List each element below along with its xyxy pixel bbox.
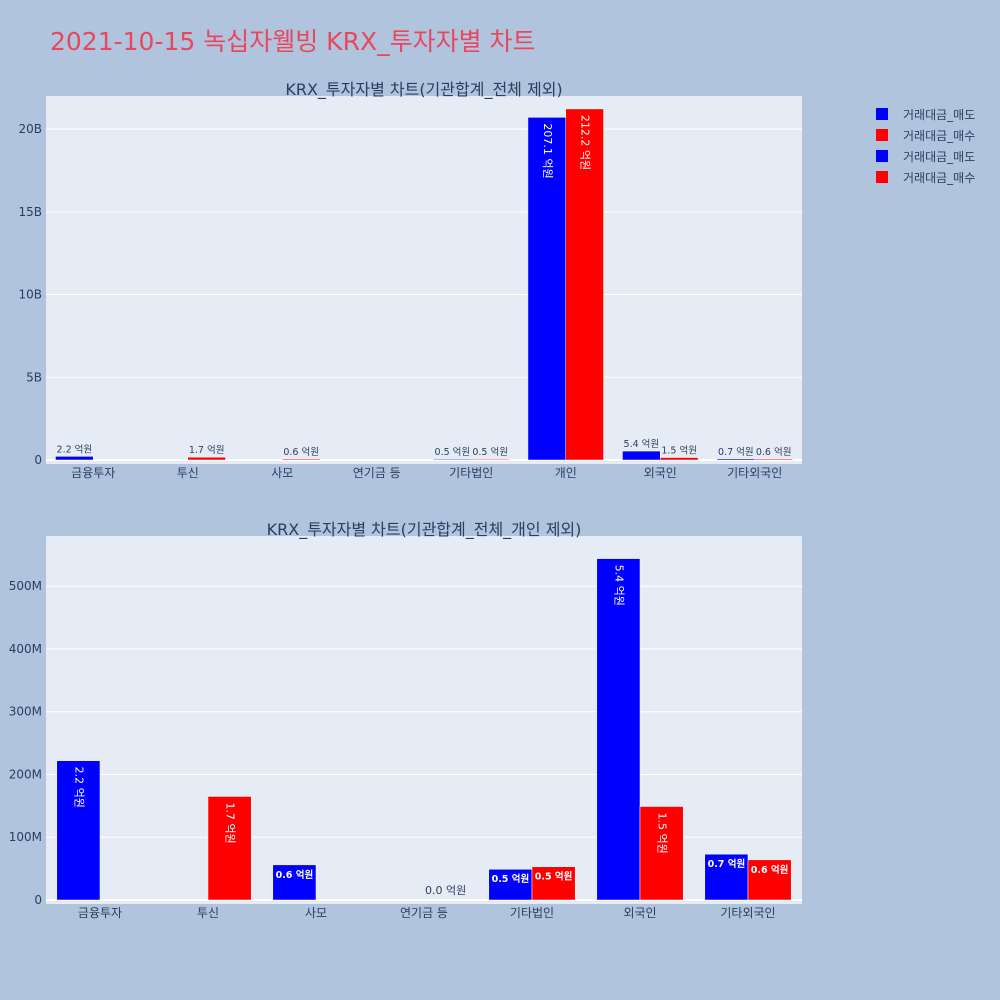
- y-tick-label: 100M: [9, 830, 42, 844]
- x-tick-label: 연기금 등: [400, 906, 448, 920]
- legend-item[interactable]: 거래대금_매도: [876, 108, 975, 122]
- plot-area: [46, 96, 802, 464]
- page-title: 2021-10-15 녹십자웰빙 KRX_투자자별 차트: [50, 27, 536, 56]
- y-tick-label: 300M: [9, 705, 42, 719]
- bar[interactable]: [207, 796, 252, 901]
- y-tick-label: 500M: [9, 579, 42, 593]
- legend-label: 거래대금_매수: [903, 129, 975, 143]
- data-label: 1.5 억원: [656, 812, 669, 853]
- data-label: 0.6 억원: [283, 446, 319, 458]
- bar[interactable]: [488, 868, 533, 901]
- bar[interactable]: [754, 458, 793, 461]
- chart-title: KRX_투자자별 차트(기관합계_전체_개인 제외): [267, 520, 582, 540]
- x-tick-label: 사모: [271, 466, 293, 480]
- data-label: 207.1 억원: [541, 123, 554, 178]
- y-tick-label: 200M: [9, 767, 42, 781]
- data-label: 0.5 억원: [435, 446, 471, 458]
- bar[interactable]: [471, 458, 510, 461]
- data-label: 0.7 억원: [708, 858, 746, 870]
- bar[interactable]: [716, 458, 756, 461]
- legend-label: 거래대금_매수: [903, 171, 975, 185]
- legend-item[interactable]: 거래대금_매수: [876, 129, 975, 143]
- x-tick-label: 금융투자: [71, 466, 115, 480]
- data-label: 0.5 억원: [535, 871, 573, 883]
- x-tick-label: 투신: [177, 466, 199, 480]
- data-label: 1.7 억원: [189, 444, 225, 456]
- chart-2: 0 100M 200M 300M 400M 500M KRX_투자자별 차트(기관합계_전체…: [9, 520, 802, 920]
- x-tick-label: 기타법인: [510, 906, 554, 920]
- y-tick-label: 10B: [18, 288, 42, 302]
- bar[interactable]: [531, 866, 576, 901]
- data-label: 0.7 억원: [718, 446, 754, 458]
- legend-item[interactable]: 거래대금_매도: [876, 150, 975, 164]
- data-label: 0.0 억원: [425, 884, 466, 897]
- legend-swatch: [876, 150, 888, 162]
- y-tick-label: 400M: [9, 642, 42, 656]
- bar[interactable]: [56, 760, 101, 901]
- data-label: 5.4 억원: [624, 438, 660, 450]
- bar[interactable]: [272, 864, 317, 901]
- bar[interactable]: [565, 108, 604, 461]
- bar[interactable]: [55, 456, 94, 461]
- x-tick-label: 기타외국인: [727, 466, 782, 480]
- data-label: 1.5 억원: [661, 445, 697, 457]
- data-label: 0.5 억원: [472, 446, 508, 458]
- x-tick-label: 개인: [555, 466, 577, 480]
- x-tick-label: 기타외국인: [720, 906, 775, 920]
- data-label: 0.6 억원: [276, 869, 314, 881]
- bar[interactable]: [704, 853, 749, 901]
- plot-area: [46, 536, 802, 904]
- bar[interactable]: [639, 806, 684, 901]
- bar[interactable]: [187, 456, 226, 461]
- y-tick-label: 0: [34, 453, 42, 467]
- legend-swatch: [876, 108, 888, 120]
- bar[interactable]: [596, 558, 641, 901]
- y-tick-label: 0: [34, 893, 42, 907]
- x-tick-label: 외국인: [644, 466, 677, 480]
- data-label: 2.2 억원: [57, 443, 93, 455]
- bar[interactable]: [527, 117, 567, 461]
- bar[interactable]: [747, 859, 792, 901]
- legend-label: 거래대금_매도: [903, 108, 975, 122]
- y-tick-label: 20B: [18, 122, 42, 136]
- x-tick-label: 투신: [197, 906, 219, 920]
- y-tick-label: 5B: [26, 370, 42, 384]
- x-tick-label: 외국인: [623, 906, 656, 920]
- x-tick-label: 기타법인: [449, 466, 493, 480]
- bar[interactable]: [282, 458, 321, 461]
- x-tick-label: 연기금 등: [353, 466, 401, 480]
- chart-1: 0 5B 10B 15B 20B KRX_투자자별 차트(기관합계_전체 제외) 금융투자 투…: [18, 80, 802, 480]
- bar[interactable]: [660, 457, 699, 461]
- data-label: 0.5 억원: [492, 873, 530, 885]
- data-label: 0.6 억원: [756, 446, 792, 458]
- legend-swatch: [876, 129, 888, 141]
- data-label: 5.4 억원: [612, 565, 625, 606]
- x-tick-label: 금융투자: [78, 906, 122, 920]
- legend-swatch: [876, 171, 888, 183]
- bar[interactable]: [622, 450, 661, 461]
- legend-item[interactable]: 거래대금_매수: [876, 171, 975, 185]
- x-tick-label: 사모: [305, 906, 327, 920]
- data-label: 2.2 억원: [72, 767, 85, 808]
- data-label: 212.2 억원: [579, 115, 592, 170]
- y-tick-label: 15B: [18, 205, 42, 219]
- chart-title: KRX_투자자별 차트(기관합계_전체 제외): [285, 80, 562, 100]
- bar[interactable]: [433, 458, 472, 461]
- data-label: 1.7 억원: [224, 802, 237, 843]
- data-label: 0.6 억원: [751, 864, 789, 876]
- legend-label: 거래대금_매도: [903, 150, 975, 164]
